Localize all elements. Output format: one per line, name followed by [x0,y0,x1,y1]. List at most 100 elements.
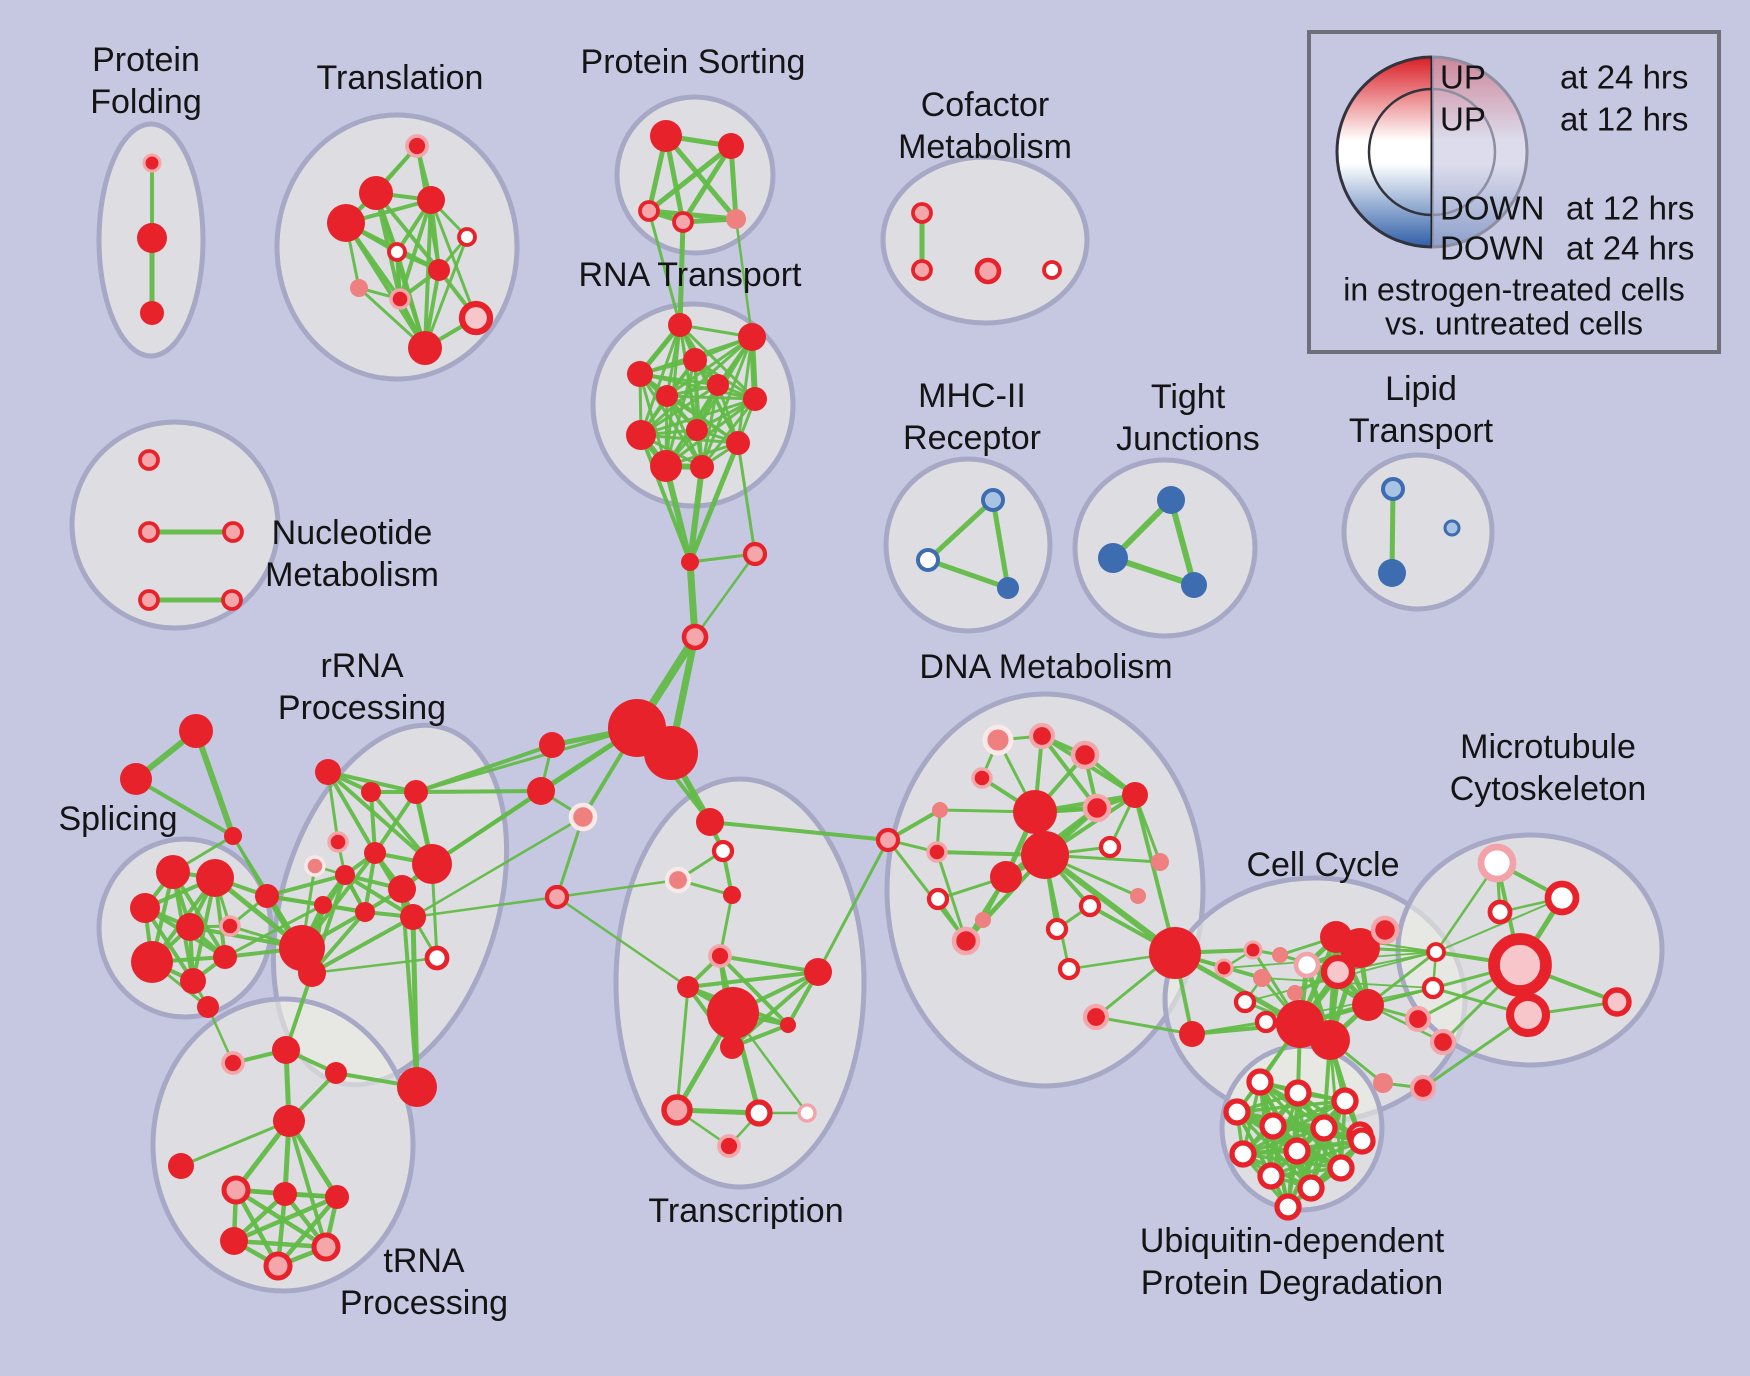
node-tr3 [417,186,445,214]
edge-tn5-tn6 [179,1119,291,1168]
node-ub4 [1223,1098,1251,1126]
node-dm8 [1013,790,1057,834]
edge-rt6-rt7 [665,394,757,401]
node-rt2 [738,323,766,351]
edge-tn10-tn11 [231,1238,329,1250]
node-rr11 [400,904,426,930]
edge-tx6-tx10 [718,954,790,1027]
edge-rt1-rt8 [639,323,682,437]
node-tn3 [325,1062,347,1084]
edge-tr5-tr11 [423,235,469,350]
node-rt4 [627,361,653,387]
node-ps2 [718,133,744,159]
node-sp4 [176,913,204,941]
node-tx2 [711,839,735,863]
node-mt1 [1477,843,1517,883]
node-pf2 [137,223,167,253]
node-dm12 [1151,853,1169,871]
node-dm22 [1149,927,1201,979]
node-tx6 [708,944,732,968]
legend-row-1-time: at 24 hrs [1560,59,1688,96]
cluster-label-splicing: Splicing [58,800,177,838]
node-cf3 [974,257,1002,285]
node-nm4 [138,589,160,611]
node-tx12 [661,1094,693,1126]
node-tx11 [720,1035,744,1059]
edge-rt7-rt8 [639,397,757,437]
edge-rt10-hb1 [687,440,741,565]
node-tx8 [804,958,832,986]
cluster-label-trna-processing-line1: tRNA [383,1242,465,1280]
node-ol1 [1373,1073,1393,1093]
cluster-label-transcription: Transcription [648,1192,843,1230]
node-rr4 [327,831,349,853]
node-md2 [527,777,555,805]
node-lp2 [1378,559,1406,587]
edge-md4-tx7 [555,895,690,989]
edge-rt4-rt7 [638,372,757,401]
edge-mt4-mt2 [1435,897,1563,953]
cluster-label-translation: Translation [317,59,484,97]
legend-row-1-direction: UP [1440,59,1486,96]
edge-rt2-rt12 [700,335,754,469]
node-mh1 [981,488,1005,512]
edge-md4-tx3 [555,878,680,899]
node-dm23 [1179,1021,1205,1047]
node-rt8 [626,420,656,450]
node-tx3 [664,866,692,894]
cluster-label-dna-metabolism: DNA Metabolism [919,648,1172,686]
cluster-ellipse-cofactor-metabolism [880,154,1090,326]
edge-dm24-dm23 [1094,1015,1194,1036]
cluster-label-cofactor-metabolism-line2: Metabolism [898,128,1072,166]
node-tg2 [120,763,152,795]
edge-rt2-rt10 [736,335,754,445]
node-cc8 [1352,989,1384,1021]
node-dm17 [1078,894,1102,918]
node-ub7 [1348,1127,1376,1155]
node-pf3 [140,301,164,325]
node-dm5 [932,802,948,818]
node-tn12 [263,1251,293,1281]
cluster-label-nucleotide-metabolism-line2: Metabolism [265,556,439,594]
cluster-ellipse-mhc-ii-receptor [883,456,1053,634]
node-tx14 [797,1103,817,1123]
node-sp7 [180,968,206,994]
cluster-label-microtubule-cytoskeleton-line2: Cytoskeleton [1450,770,1647,808]
legend-row-4-direction: DOWN [1440,230,1544,267]
node-rr13b [298,959,326,987]
node-tx1 [696,808,724,836]
node-dm9 [1021,831,1069,879]
edge-tj3-tj1 [1168,497,1197,588]
legend-row-2-time: at 12 hrs [1560,101,1688,138]
node-tn1 [221,1051,245,1075]
node-tr2 [359,176,393,210]
edge-md4-rr11 [411,895,559,919]
cluster-label-ubiquitin-degradation-line2: Protein Degradation [1141,1264,1443,1302]
edge-tn9-tn10 [231,1194,340,1244]
node-sp2 [196,859,234,897]
node-mt5 [1488,933,1552,997]
node-tn8 [273,1182,297,1206]
node-tx9 [707,987,759,1039]
node-pf1 [142,153,162,173]
node-tr1 [405,134,429,158]
node-tx5 [875,827,901,853]
cluster-label-tight-junctions-line2: Junctions [1116,420,1260,458]
node-dm25 [1057,957,1081,981]
node-mt2 [1544,880,1580,916]
node-cc15 [1214,958,1234,978]
node-dm10 [926,841,948,863]
node-cc1 [1243,940,1263,960]
node-ub2 [1284,1079,1312,1107]
node-dm1 [982,724,1014,756]
node-tr6 [387,242,407,262]
node-rt1 [668,313,692,337]
node-tr5 [457,227,477,247]
edge-hb3-hb2 [693,552,757,639]
cluster-label-protein-sorting: Protein Sorting [581,43,806,81]
legend-fade-overlay [1432,55,1531,249]
edge-rr1-rr3 [326,770,418,794]
node-ub8 [1229,1140,1257,1168]
node-hb2 [681,623,709,651]
cluster-labels: Protein Folding Translation Protein Sorting… [58,41,1646,1322]
